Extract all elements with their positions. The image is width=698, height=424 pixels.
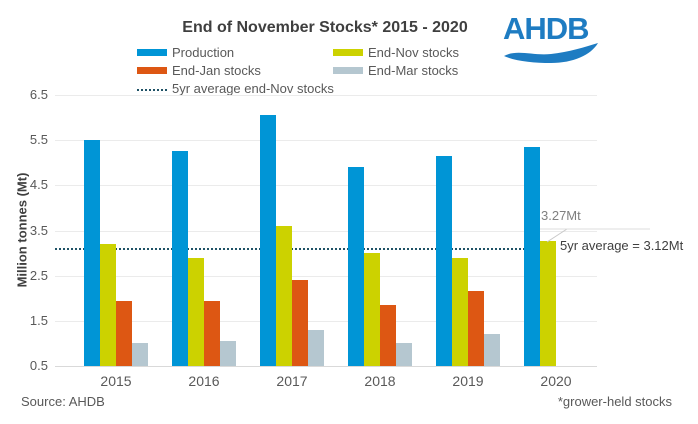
footnote: *grower-held stocks bbox=[557, 394, 672, 409]
bar-end-mar-stocks-2019 bbox=[484, 334, 500, 366]
legend-label: Production bbox=[172, 45, 235, 60]
gridline bbox=[55, 275, 597, 277]
legend-label: End-Nov stocks bbox=[368, 45, 460, 60]
production-swatch bbox=[137, 49, 167, 56]
bar-production-2016 bbox=[172, 151, 188, 366]
data-label-3-27mt: 3.27Mt bbox=[541, 208, 581, 223]
bar-end-jan-stocks-2015 bbox=[116, 300, 132, 366]
bar-end-nov-stocks-2016 bbox=[188, 257, 204, 366]
ahdb-logo: AHDB bbox=[503, 11, 603, 65]
dotted-line-swatch bbox=[137, 89, 167, 91]
legend-label: End-Mar stocks bbox=[368, 63, 459, 78]
gridline bbox=[55, 185, 597, 187]
y-tick-label: 4.5 bbox=[29, 177, 48, 193]
legend-label: End-Jan stocks bbox=[172, 63, 261, 78]
end-mar-swatch bbox=[333, 67, 363, 74]
ahdb-logo-text: AHDB bbox=[503, 11, 590, 46]
y-tick-label: 0.5 bbox=[29, 358, 48, 373]
x-axis-label-2015: 2015 bbox=[100, 373, 132, 389]
chart-title: End of November Stocks* 2015 - 2020 bbox=[182, 19, 468, 36]
bar-production-2020 bbox=[524, 146, 540, 366]
bar-end-jan-stocks-2016 bbox=[204, 300, 220, 366]
legend-label: 5yr average end-Nov stocks bbox=[172, 81, 334, 96]
bar-production-2015 bbox=[84, 140, 100, 366]
source-note: Source: AHDB bbox=[21, 394, 105, 409]
end-nov-swatch bbox=[333, 49, 363, 56]
bar-end-jan-stocks-2017 bbox=[292, 280, 308, 366]
bar-end-nov-stocks-2015 bbox=[100, 244, 116, 366]
bar-end-nov-stocks-2018 bbox=[364, 253, 380, 366]
gridline bbox=[55, 95, 597, 96]
bar-production-2017 bbox=[260, 115, 276, 366]
x-axis-label-2018: 2018 bbox=[364, 373, 396, 389]
y-tick-label: 5.5 bbox=[29, 132, 48, 148]
gridline bbox=[55, 140, 597, 142]
bar-production-2019 bbox=[436, 155, 452, 366]
y-tick-label: 6.5 bbox=[29, 87, 48, 102]
gridline bbox=[55, 320, 597, 322]
y-tick-label: 2.5 bbox=[29, 267, 48, 283]
end-jan-swatch bbox=[137, 67, 167, 74]
bar-end-mar-stocks-2018 bbox=[396, 343, 412, 366]
bar-end-nov-stocks-2019 bbox=[452, 257, 468, 366]
bar-production-2018 bbox=[348, 167, 364, 366]
x-axis-label-2019: 2019 bbox=[452, 373, 484, 389]
bar-end-mar-stocks-2015 bbox=[132, 343, 148, 366]
bar-end-jan-stocks-2019 bbox=[468, 291, 484, 366]
gridline bbox=[55, 366, 597, 367]
bar-end-mar-stocks-2016 bbox=[220, 341, 236, 366]
gridline bbox=[55, 230, 597, 232]
bar-end-nov-stocks-2020 bbox=[540, 240, 556, 366]
five-year-average-line bbox=[55, 247, 553, 250]
ahdb-wave-icon bbox=[504, 43, 598, 63]
bar-end-nov-stocks-2017 bbox=[276, 225, 292, 366]
plot-area bbox=[55, 95, 597, 367]
x-axis-label-2016: 2016 bbox=[188, 373, 220, 389]
average-line-label: 5yr average = 3.12Mt bbox=[560, 238, 684, 253]
y-tick-label: 1.5 bbox=[29, 312, 48, 328]
y-tick-label: 3.5 bbox=[29, 222, 48, 238]
x-axis-label-2020: 2020 bbox=[540, 373, 572, 389]
bar-end-jan-stocks-2018 bbox=[380, 305, 396, 366]
x-axis-label-2017: 2017 bbox=[276, 373, 308, 389]
bar-end-mar-stocks-2017 bbox=[308, 329, 324, 366]
